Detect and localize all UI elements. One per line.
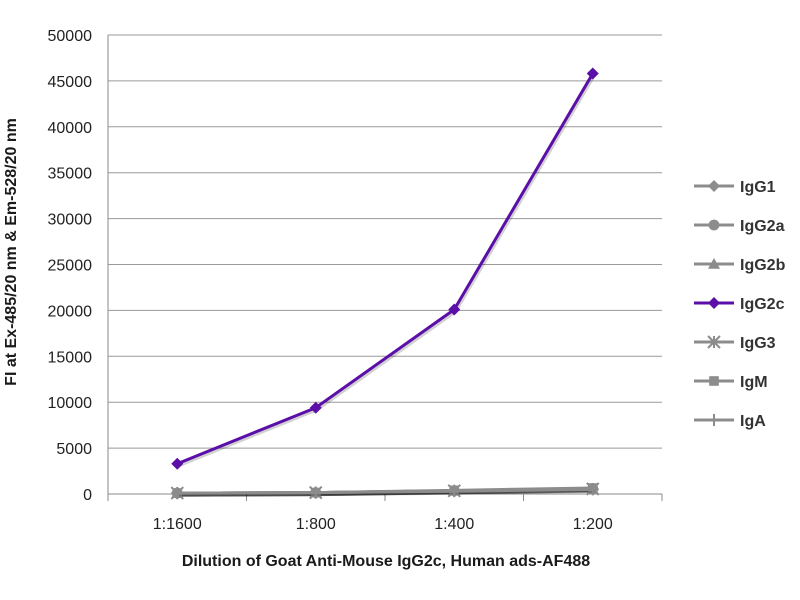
x-tick-label: 1:400 bbox=[434, 516, 474, 533]
series-shadow bbox=[178, 489, 595, 497]
data-point bbox=[586, 67, 599, 80]
data-point bbox=[708, 258, 720, 269]
series-line bbox=[176, 72, 595, 466]
x-tick-label: 1:1600 bbox=[153, 516, 202, 533]
data-point bbox=[171, 457, 184, 470]
x-axis-title: Dilution of Goat Anti-Mouse IgG2c, Human… bbox=[182, 553, 590, 570]
series-igg2c bbox=[171, 67, 599, 470]
legend-item-igg1: IgG1 bbox=[694, 179, 776, 196]
data-point bbox=[309, 401, 322, 414]
legend-label: IgM bbox=[740, 374, 768, 391]
series-shadow bbox=[178, 74, 596, 468]
data-point bbox=[171, 487, 184, 500]
data-point bbox=[708, 219, 720, 231]
series-shadow bbox=[178, 489, 595, 497]
y-tick-label: 25000 bbox=[48, 258, 93, 275]
y-tick-label: 5000 bbox=[56, 441, 92, 458]
legend-label: IgG3 bbox=[740, 335, 776, 352]
y-axis-title: FI at Ex-485/20 nm & Em-528/20 nm bbox=[3, 118, 20, 386]
gridlines bbox=[108, 34, 662, 449]
series-shadow bbox=[178, 489, 595, 497]
x-tick-label: 1:200 bbox=[573, 516, 613, 533]
legend: IgG1 IgG2a IgG2b IgG2c IgG3 IgM IgA bbox=[694, 179, 786, 430]
x-tick-label: 1:800 bbox=[296, 516, 336, 533]
y-tick-label: 35000 bbox=[48, 166, 93, 183]
legend-item-igg2b: IgG2b bbox=[694, 257, 786, 274]
y-tick-label: 50000 bbox=[48, 28, 93, 45]
legend-label: IgG2c bbox=[740, 296, 785, 313]
legend-item-igg2a: IgG2a bbox=[694, 218, 785, 235]
data-point bbox=[586, 483, 599, 496]
y-tick-label: 40000 bbox=[48, 120, 93, 137]
y-tick-label: 15000 bbox=[48, 349, 93, 366]
legend-label: IgG2a bbox=[740, 218, 785, 235]
data-point bbox=[448, 303, 461, 316]
y-tick-label: 45000 bbox=[48, 74, 93, 91]
series-layer bbox=[170, 67, 600, 500]
y-tick-label: 30000 bbox=[48, 212, 93, 229]
legend-item-igg3: IgG3 bbox=[694, 335, 776, 352]
data-point bbox=[707, 335, 721, 349]
data-point bbox=[448, 485, 461, 498]
legend-item-igg2c: IgG2c bbox=[694, 296, 785, 313]
y-tick-label: 20000 bbox=[48, 303, 93, 320]
data-point bbox=[708, 180, 720, 192]
data-point bbox=[708, 414, 720, 426]
legend-label: IgG2b bbox=[740, 257, 786, 274]
y-tick-label: 10000 bbox=[48, 395, 93, 412]
y-tick-label: 0 bbox=[83, 487, 92, 504]
legend-label: IgA bbox=[740, 413, 766, 430]
data-point bbox=[309, 486, 322, 499]
series-shadow bbox=[178, 489, 595, 497]
data-point bbox=[709, 376, 719, 386]
legend-item-iga: IgA bbox=[694, 413, 766, 430]
data-point bbox=[708, 297, 720, 309]
axes bbox=[107, 35, 663, 501]
legend-label: IgG1 bbox=[740, 179, 776, 196]
series-iga bbox=[171, 483, 599, 500]
tick-labels: 0 5000 10000 15000 20000 25000 30000 35000 40000… bbox=[48, 28, 613, 533]
legend-item-igm: IgM bbox=[694, 374, 768, 391]
series-line bbox=[177, 487, 593, 495]
